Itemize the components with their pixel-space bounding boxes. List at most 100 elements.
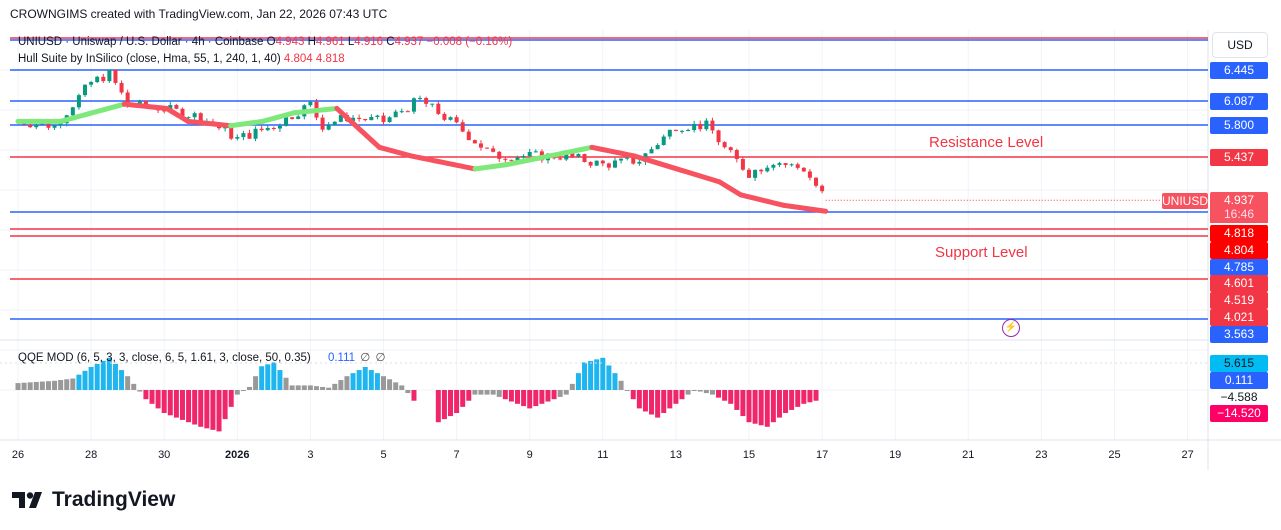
candle <box>418 97 423 99</box>
candle <box>747 169 751 178</box>
qqe-bar <box>448 390 454 417</box>
qqe-bar <box>326 387 332 390</box>
candle <box>296 116 301 119</box>
qqe-bar <box>411 390 417 401</box>
qqe-bar <box>179 390 185 420</box>
hull-legend[interactable]: Hull Suite by InSilico (close, Hma, 55, … <box>18 53 345 65</box>
candle <box>229 127 234 139</box>
qqe-bar <box>52 380 58 390</box>
qqe-bar <box>70 378 76 390</box>
candle <box>801 167 806 172</box>
qqe-bar <box>405 390 411 394</box>
price-chart[interactable] <box>0 30 1281 470</box>
date-tick: 23 <box>1035 449 1048 461</box>
qqe-bar <box>240 390 246 391</box>
tradingview-logo-icon <box>12 492 42 508</box>
candle <box>619 158 624 161</box>
candle <box>667 129 672 137</box>
qqe-tag: 5.615 <box>1210 355 1268 372</box>
qqe-bar <box>630 390 636 400</box>
qqe-bar <box>271 362 277 390</box>
qqe-bar <box>277 370 283 390</box>
price-tag: 4.937 <box>1210 192 1268 209</box>
candle <box>46 122 51 128</box>
hull-segment <box>589 144 637 159</box>
qqe-bar <box>82 370 88 390</box>
qqe-bar <box>45 381 51 390</box>
qqe-bar <box>173 390 179 418</box>
qqe-bar <box>125 376 131 390</box>
close-value: 4.937 <box>394 36 424 48</box>
qqe-bar <box>320 386 326 390</box>
candle <box>259 128 264 131</box>
qqe-bar <box>460 390 466 407</box>
candle <box>34 124 39 128</box>
qqe-bar <box>39 381 45 390</box>
qqe-bar <box>594 359 600 390</box>
qqe-bar <box>624 390 630 391</box>
qqe-bar <box>752 390 758 424</box>
candle <box>357 117 362 119</box>
hull-segment <box>738 192 786 208</box>
qqe-bar <box>582 362 588 390</box>
candle <box>527 151 532 157</box>
candle <box>265 128 270 131</box>
high-value: 4.961 <box>315 36 345 48</box>
credit-text: CROWNGIMS created with TradingView.com, … <box>10 7 388 21</box>
candle <box>655 144 660 150</box>
qqe-bar <box>307 385 313 390</box>
qqe-bar <box>801 390 807 404</box>
date-tick: 13 <box>669 449 683 461</box>
candle <box>119 82 124 93</box>
qqe-bar <box>539 390 545 404</box>
candle <box>125 92 130 105</box>
candle <box>728 147 733 151</box>
currency-button[interactable]: USD <box>1212 32 1268 58</box>
qqe-bar <box>198 390 204 427</box>
candle <box>814 177 819 186</box>
candle <box>235 137 240 139</box>
candle <box>241 133 246 138</box>
qqe-legend[interactable]: QQE MOD (6, 5, 3, 3, close, 6, 5, 1.61, … <box>18 350 386 364</box>
qqe-bar <box>76 374 82 390</box>
candle <box>95 76 100 83</box>
hull-segment <box>631 153 680 172</box>
hull-segment <box>716 179 744 198</box>
qqe-bar <box>661 390 667 413</box>
hull-segment <box>451 162 478 172</box>
qqe-bar <box>374 373 380 390</box>
qqe-bar <box>259 366 265 390</box>
open-value: 4.943 <box>275 36 305 48</box>
qqe-bar <box>533 390 539 407</box>
candle <box>369 116 374 121</box>
candle <box>89 82 94 85</box>
hull-segment <box>780 202 829 214</box>
qqe-bar <box>368 370 374 390</box>
qqe-bar <box>478 390 484 395</box>
qqe-name: QQE MOD (6, 5, 3, 3, close, 6, 5, 1.61, … <box>18 352 311 364</box>
qqe-bar <box>149 390 155 404</box>
candle <box>564 152 569 160</box>
tradingview-logo[interactable]: TradingView <box>12 488 175 512</box>
lightning-icon[interactable]: ⚡ <box>1002 319 1020 337</box>
hull-segment <box>334 105 382 150</box>
qqe-bar <box>813 390 819 401</box>
qqe-bar <box>313 386 319 390</box>
candle <box>795 164 800 168</box>
qqe-bar <box>515 390 521 404</box>
qqe-tag: 0.111 <box>1210 372 1268 389</box>
candle <box>192 113 197 118</box>
qqe-bar <box>356 370 362 390</box>
price-tag: 4.021 <box>1210 309 1268 326</box>
candle <box>28 124 33 128</box>
candle <box>722 142 727 148</box>
candle <box>686 129 691 131</box>
qqe-bar <box>222 390 228 420</box>
qqe-bar <box>338 380 344 390</box>
date-tick: 5 <box>380 449 387 461</box>
hull-name: Hull Suite by InSilico (close, Hma, 55, … <box>18 53 281 65</box>
candle <box>332 121 337 126</box>
candle <box>472 140 477 144</box>
candle <box>284 117 289 126</box>
hull-segment <box>408 153 457 168</box>
